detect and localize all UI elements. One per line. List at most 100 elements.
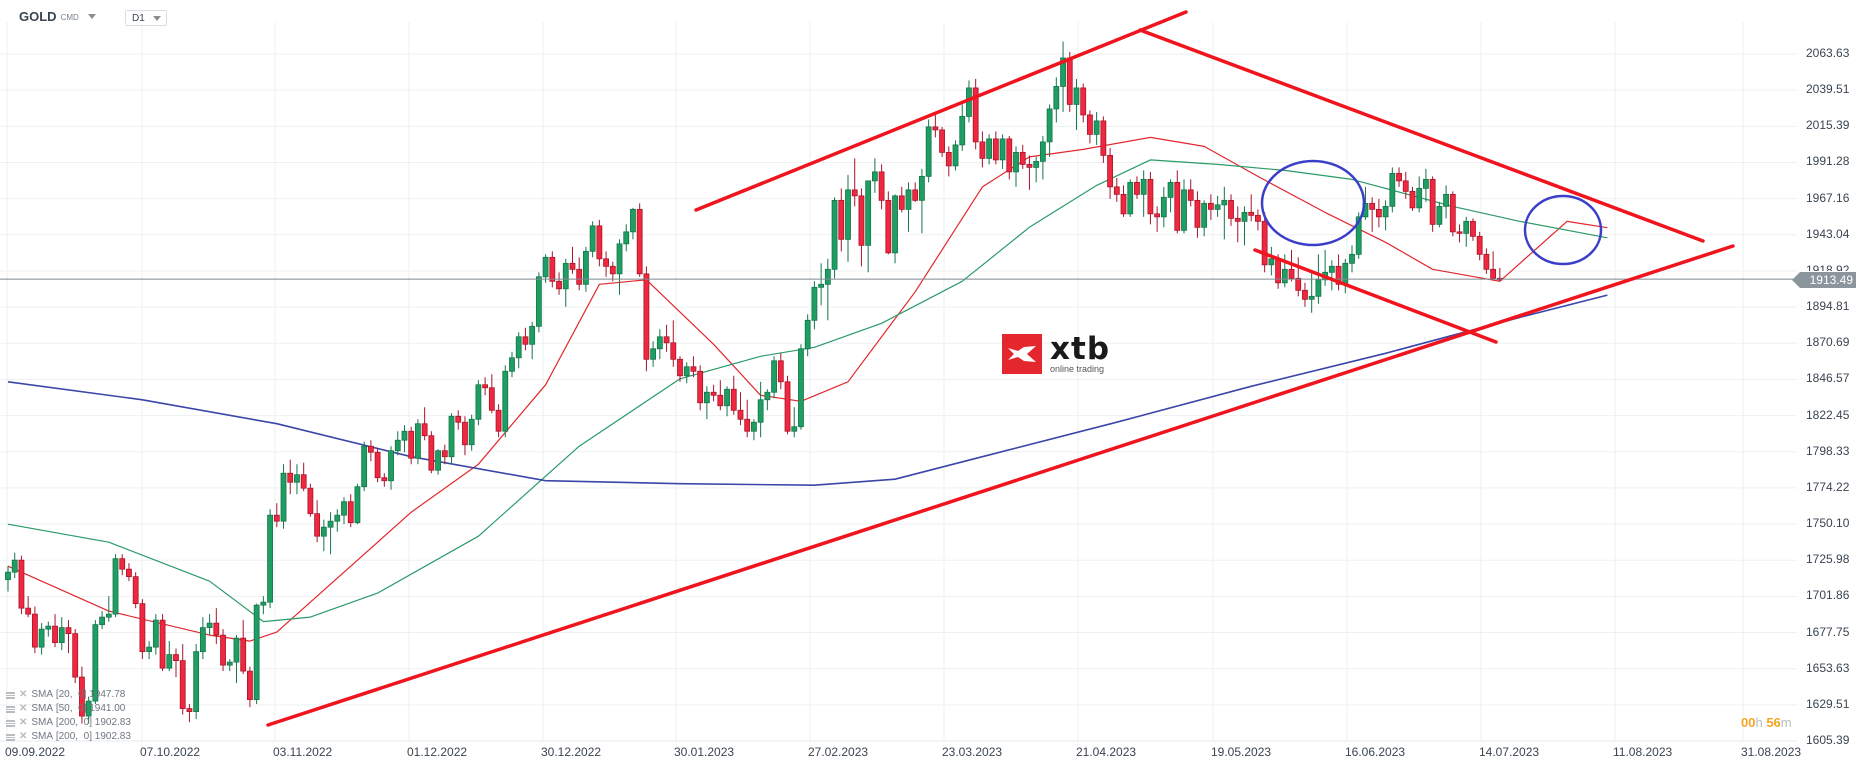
candle-body <box>529 325 536 345</box>
candle-body <box>515 336 522 359</box>
legend-item-sma200-2[interactable]: ✕ SMA [200, 0] 1902.83 <box>6 730 131 744</box>
candle-body <box>522 336 529 345</box>
chart-header: GOLD CMD <box>19 9 96 24</box>
logo-tagline: online trading <box>1050 363 1105 374</box>
candle-body <box>1073 87 1080 105</box>
settings-lines-icon[interactable] <box>6 691 15 699</box>
remove-icon[interactable]: ✕ <box>19 717 28 728</box>
candle-body <box>253 604 260 700</box>
symbol-name[interactable]: GOLD <box>19 9 57 24</box>
legend-item-sma50[interactable]: ✕ SMA [50, 0] 1941.00 <box>6 702 131 716</box>
candle-body <box>166 654 173 669</box>
candle-body <box>1335 265 1342 285</box>
candle-body <box>1429 178 1436 225</box>
candle-body <box>670 342 677 360</box>
settings-lines-icon[interactable] <box>6 719 15 727</box>
candle-body <box>737 409 744 420</box>
candle-body <box>408 430 415 459</box>
countdown-minutes-unit: m <box>1780 715 1792 730</box>
candle-body <box>764 391 771 401</box>
legend-label: SMA <box>31 731 54 742</box>
candle-body <box>1328 265 1335 273</box>
settings-lines-icon[interactable] <box>6 705 15 713</box>
remove-icon[interactable]: ✕ <box>19 689 28 700</box>
xtb-logo-mark-icon <box>1002 334 1042 374</box>
drawing-annotations[interactable] <box>266 10 1735 727</box>
legend-value: 1902.83 <box>94 731 131 742</box>
candle-body <box>260 601 267 606</box>
candle-body <box>374 451 381 479</box>
legend-label: SMA <box>31 689 54 700</box>
candle-body <box>1268 258 1275 266</box>
candle-body <box>105 613 112 618</box>
trendline[interactable] <box>1138 28 1705 243</box>
symbol-dropdown-caret-icon[interactable] <box>87 14 96 19</box>
candle-body <box>992 138 999 161</box>
candle-body <box>220 634 226 666</box>
price-axis-label: 1725.98 <box>1806 552 1850 567</box>
candle-body <box>1221 199 1228 206</box>
candle-body <box>152 619 159 648</box>
legend-params: [200, 0] <box>55 717 92 728</box>
legend-item-sma200[interactable]: ✕ SMA [200, 0] 1902.83 <box>6 716 131 730</box>
price-axis-label: 1894.81 <box>1806 299 1850 314</box>
ellipse-highlight[interactable] <box>1260 159 1366 247</box>
candle-body <box>798 348 804 428</box>
price-axis-label: 2015.39 <box>1806 118 1850 133</box>
candle-body <box>1006 138 1013 173</box>
candle-body <box>818 283 825 288</box>
candle-body <box>1060 57 1066 87</box>
legend-item-sma20[interactable]: ✕ SMA [20, 0] 1947.78 <box>6 688 131 702</box>
candle-body <box>549 256 556 282</box>
candle-body <box>502 370 509 432</box>
candle-body <box>1483 253 1490 270</box>
time-axis-label: 03.11.2022 <box>273 745 333 759</box>
candle-body <box>488 387 495 411</box>
candle-body <box>1302 289 1308 300</box>
candle-body <box>327 520 334 528</box>
settings-lines-icon[interactable] <box>6 733 15 741</box>
price-axis-label: 2063.63 <box>1806 46 1850 60</box>
candle-body <box>791 426 798 432</box>
candle-body <box>495 409 502 432</box>
candle-body <box>1228 199 1234 219</box>
candle-body <box>892 195 898 254</box>
candle-body <box>717 394 724 407</box>
candle-body <box>1463 220 1470 234</box>
candle-body <box>509 357 515 372</box>
candle-body <box>1107 154 1113 188</box>
candle-body <box>273 514 280 522</box>
trendline[interactable] <box>266 244 1735 727</box>
price-axis-label: 1918.92 <box>1806 262 1850 271</box>
candle-body <box>240 637 247 672</box>
candle-body <box>562 262 569 290</box>
candle-body <box>878 171 885 201</box>
trendline[interactable] <box>694 10 1188 212</box>
candle-body <box>1127 181 1134 215</box>
candle-body <box>690 366 697 372</box>
candle-body <box>314 513 321 537</box>
candle-body <box>703 391 710 404</box>
time-axis-label: 30.01.2023 <box>674 745 735 759</box>
candle-body <box>556 280 562 290</box>
ellipse-highlight[interactable] <box>1523 194 1603 266</box>
candle-body <box>744 418 751 432</box>
candle-body <box>697 370 704 404</box>
trendline[interactable] <box>1253 248 1498 344</box>
remove-icon[interactable]: ✕ <box>19 731 28 742</box>
candle-body <box>1026 163 1033 168</box>
timeframe-select[interactable]: D1 <box>125 10 167 26</box>
candle-body <box>1423 178 1429 189</box>
candle-body <box>92 624 99 702</box>
candle-body <box>38 628 45 648</box>
symbol-type: CMD <box>60 13 79 22</box>
legend-value: 1947.78 <box>89 689 126 700</box>
timeframe-dropdown-caret-icon <box>153 15 161 21</box>
candle-body <box>569 262 576 270</box>
candle-body <box>1396 172 1402 182</box>
candle-body <box>341 501 347 516</box>
candle-body <box>932 126 939 131</box>
candle-body <box>1080 87 1087 116</box>
remove-icon[interactable]: ✕ <box>19 703 28 714</box>
